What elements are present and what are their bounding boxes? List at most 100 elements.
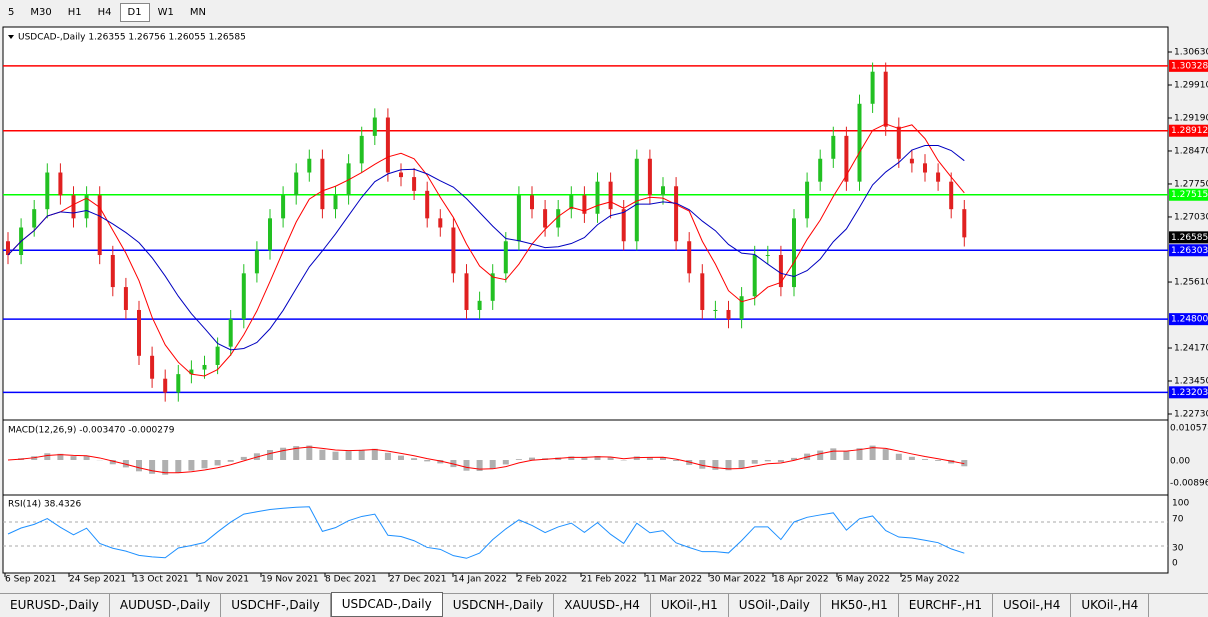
macd-bar (175, 460, 181, 473)
candle-body (478, 301, 482, 310)
candle-body (360, 136, 364, 163)
candle-body (661, 186, 665, 195)
macd-bar (333, 452, 339, 460)
candle-body (150, 356, 154, 379)
timeframe-button[interactable]: 5 (0, 3, 22, 22)
chart-tab[interactable]: EURCHF-,H1 (899, 594, 993, 617)
candle-body (32, 209, 36, 227)
macd-tick: 0.010578 (1170, 424, 1208, 434)
price-label: 1.25610 (1174, 278, 1208, 288)
macd-bar (896, 454, 902, 460)
candle-body (465, 273, 469, 310)
candle-body (45, 173, 49, 210)
timeframe-button[interactable]: H1 (60, 3, 90, 22)
macd-bar (267, 450, 273, 460)
price-label: 1.27750 (1174, 179, 1208, 189)
date-label: 25 May 2022 (901, 575, 960, 585)
date-label: 18 Apr 2022 (773, 575, 829, 585)
candle-body (543, 209, 547, 227)
level-label: 1.23203 (1171, 388, 1208, 398)
candle-body (504, 241, 508, 273)
level-label: 1.28912 (1171, 126, 1208, 136)
candle-body (753, 255, 757, 296)
candle-body (425, 191, 429, 218)
candle-body (373, 118, 377, 136)
macd-bar (202, 460, 208, 468)
chart-tab[interactable]: USOil-,Daily (729, 594, 821, 617)
rsi-label: RSI(14) 38.4326 (8, 500, 81, 510)
macd-bar (44, 453, 50, 460)
chart-tab[interactable]: USDCHF-,Daily (221, 594, 330, 617)
candle-body (163, 379, 167, 393)
candle-body (674, 186, 678, 241)
chart-tab[interactable]: USDCNH-,Daily (443, 594, 555, 617)
timeframe-button[interactable]: D1 (120, 3, 150, 22)
macd-bar (673, 460, 679, 461)
candle-body (622, 209, 626, 241)
current-price: 1.26585 (1171, 233, 1208, 243)
chart-header: USDCAD-,Daily 1.26355 1.26756 1.26055 1.… (18, 33, 246, 43)
chart-tab[interactable]: XAUUSD-,H4 (554, 594, 651, 617)
level-label: 1.27515 (1171, 190, 1208, 200)
timeframe-button[interactable]: MN (182, 3, 214, 22)
macd-bar (778, 460, 784, 462)
candle-body (884, 72, 888, 127)
candle-body (176, 374, 180, 392)
price-label: 1.22730 (1174, 410, 1208, 420)
candle-body (910, 159, 914, 164)
macd-bar (817, 451, 823, 460)
macd-bar (909, 457, 915, 460)
macd-label: MACD(12,26,9) -0.003470 -0.000279 (8, 426, 175, 436)
macd-bar (516, 459, 522, 460)
chart-tab[interactable]: EURUSD-,Daily (0, 594, 110, 617)
candle-body (438, 218, 442, 227)
macd-bar (372, 449, 378, 460)
chart-tab[interactable]: UKOil-,H1 (651, 594, 729, 617)
macd-bar (136, 460, 142, 471)
candle-body (255, 250, 259, 273)
timeframe-button[interactable]: W1 (150, 3, 182, 22)
candle-body (203, 365, 207, 370)
macd-bar (241, 457, 247, 460)
chart-tab[interactable]: HK50-,H1 (821, 594, 899, 617)
chart-tab[interactable]: UKOil-,H4 (1071, 594, 1149, 617)
candle-body (320, 159, 324, 209)
macd-bar (739, 460, 745, 468)
candle-body (962, 209, 966, 237)
chart-tab[interactable]: AUDUSD-,Daily (110, 594, 221, 617)
macd-bar (346, 451, 352, 460)
timeframe-button[interactable]: H4 (90, 3, 120, 22)
candle-body (268, 218, 272, 250)
date-label: 8 Dec 2021 (325, 575, 377, 585)
date-label: 6 Sep 2021 (5, 575, 56, 585)
macd-bar (503, 460, 509, 464)
macd-bar (411, 458, 417, 460)
date-label: 6 May 2022 (837, 575, 890, 585)
macd-bar (843, 451, 849, 460)
macd-bar (752, 460, 758, 464)
level-label: 1.26303 (1171, 246, 1208, 256)
candle-body (700, 273, 704, 310)
candle-body (740, 296, 744, 319)
candle-body (58, 173, 62, 196)
chart-tab[interactable]: USOil-,H4 (993, 594, 1071, 617)
candle-body (530, 195, 534, 209)
candle-body (818, 159, 822, 182)
date-label: 1 Nov 2021 (197, 575, 249, 585)
date-label: 24 Sep 2021 (69, 575, 126, 585)
macd-tick: -0.00896 (1170, 479, 1208, 489)
date-label: 11 Mar 2022 (645, 575, 702, 585)
candle-body (635, 159, 639, 241)
date-label: 19 Nov 2021 (261, 575, 319, 585)
candle-body (923, 163, 927, 172)
chart-tab[interactable]: USDCAD-,Daily (331, 592, 443, 617)
candle-body (216, 347, 220, 365)
date-label: 13 Oct 2021 (133, 575, 189, 585)
macd-bar (765, 460, 771, 461)
rsi-tick: 30 (1172, 544, 1184, 554)
date-label: 27 Dec 2021 (389, 575, 447, 585)
macd-bar (84, 456, 90, 460)
timeframe-button[interactable]: M30 (22, 3, 59, 22)
